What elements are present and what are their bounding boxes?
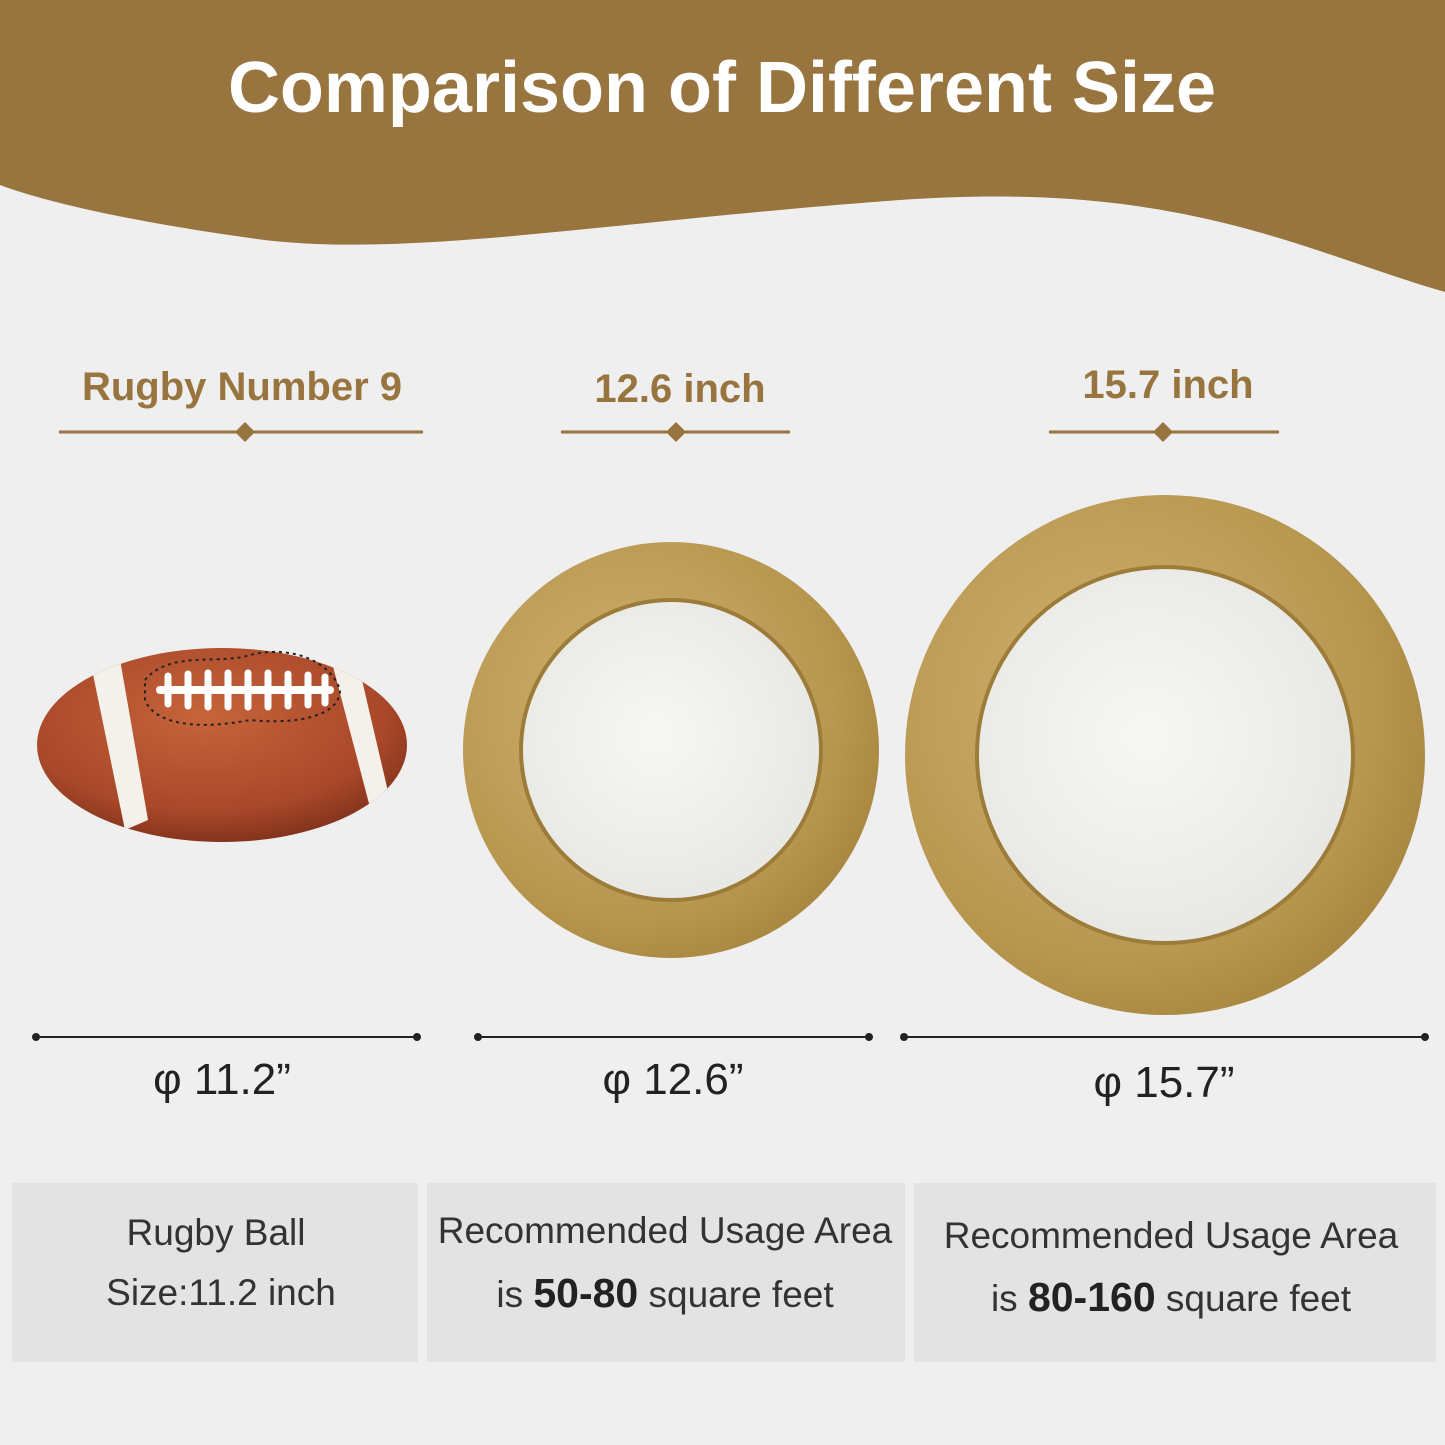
description: is 50-80 square feet [496, 1270, 834, 1316]
diameter: φ 11.2” [153, 1055, 291, 1104]
lamp-small [463, 542, 879, 958]
diameter: φ 15.7” [1093, 1058, 1234, 1107]
emphasis: 50-80 [533, 1270, 638, 1316]
info-box [914, 1183, 1436, 1362]
football [37, 648, 407, 842]
info-box [427, 1183, 905, 1362]
text: square feet [638, 1274, 834, 1315]
headings [59, 422, 1279, 442]
description: is 80-160 square feet [991, 1274, 1352, 1320]
text: square feet [1156, 1278, 1352, 1319]
heading: Rugby Number 9 [82, 365, 402, 409]
lamp-large [905, 495, 1425, 1015]
text: is [496, 1274, 533, 1315]
diameter: φ 12.6” [602, 1055, 743, 1104]
header-wave [0, 0, 1445, 292]
dimension-lines [32, 1033, 1429, 1041]
heading: 12.6 inch [594, 367, 765, 411]
description: Recommended Usage Area [438, 1210, 893, 1251]
description: Size:11.2 inch [106, 1272, 336, 1313]
description: Rugby Ball [127, 1212, 306, 1253]
info-box [12, 1183, 418, 1362]
emphasis: 80-160 [1028, 1274, 1156, 1320]
heading: 15.7 inch [1082, 363, 1253, 407]
text: is [991, 1278, 1028, 1319]
title: Comparison of Different Size [228, 48, 1216, 128]
description: Recommended Usage Area [944, 1215, 1399, 1256]
